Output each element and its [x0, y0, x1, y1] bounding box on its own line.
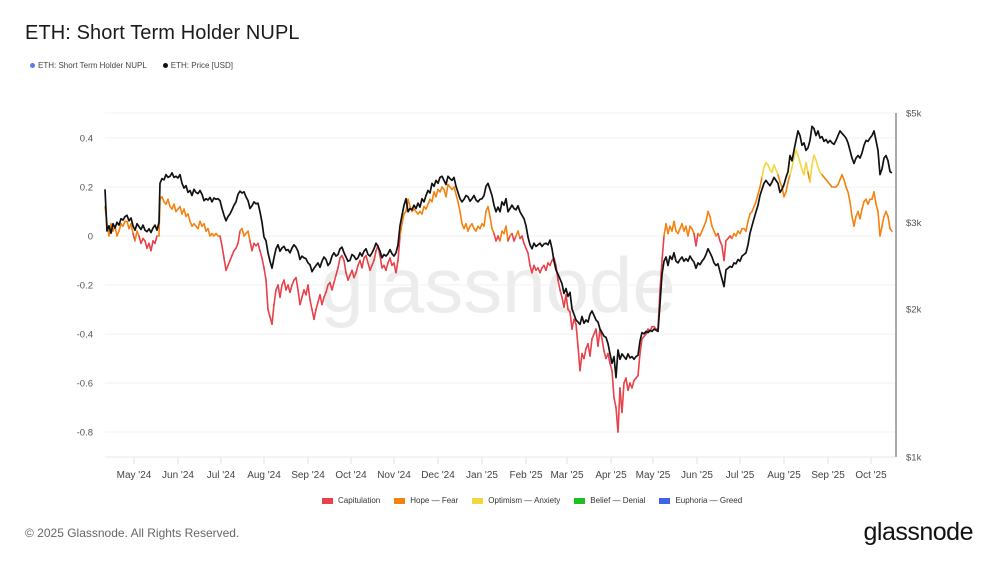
- legend-label-price: ETH: Price [USD]: [170, 61, 234, 70]
- x-axis-tick: Aug '25: [767, 470, 801, 481]
- zone-swatch-icon: [659, 497, 671, 504]
- price-line: [104, 125, 893, 379]
- x-axis-tick: Sep '25: [811, 470, 845, 481]
- left-axis-tick: -0.6: [77, 379, 93, 390]
- chart-title: ETH: Short Term Holder NUPL: [25, 22, 300, 44]
- right-axis-tick: $5k: [906, 109, 922, 120]
- zone-legend-label: Euphoria — Greed: [675, 496, 743, 505]
- zone-legend: Capitulation Hope — Fear Optimism — Anxiet…: [322, 496, 742, 505]
- zone-swatch-icon: [472, 497, 484, 504]
- zone-legend-label: Hope — Fear: [410, 496, 459, 505]
- legend-label-nupl: ETH: Short Term Holder NUPL: [38, 61, 147, 70]
- zone-legend-label: Belief — Denial: [590, 496, 646, 505]
- left-axis-tick: -0.4: [77, 330, 93, 341]
- legend-item-price[interactable]: ETH: Price [USD]: [162, 61, 234, 70]
- zone-legend-label: Optimism — Anxiety: [488, 496, 561, 505]
- zone-legend-item[interactable]: Hope — Fear: [394, 496, 458, 505]
- x-axis-tick: Apr '25: [595, 470, 627, 481]
- zone-swatch-icon: [574, 497, 586, 504]
- zone-swatch-icon: [394, 497, 406, 504]
- nupl-line: [104, 149, 893, 433]
- right-axis-tick: $2k: [906, 304, 922, 315]
- right-axis-tick: $1k: [906, 453, 922, 464]
- x-axis-tick: Jul '25: [726, 470, 755, 481]
- x-axis-tick: May '24: [117, 470, 152, 481]
- left-axis-tick: 0.2: [80, 183, 93, 194]
- x-axis-tick: May '25: [636, 470, 671, 481]
- x-axis-tick: Dec '24: [421, 470, 455, 481]
- x-axis-tick: Oct '25: [855, 470, 887, 481]
- zone-legend-label: Capitulation: [338, 496, 381, 505]
- zone-legend-item[interactable]: Belief — Denial: [574, 496, 645, 505]
- x-axis-tick: Jun '24: [162, 470, 194, 481]
- x-axis-tick: Feb '25: [509, 470, 542, 481]
- left-axis-tick: 0: [88, 232, 93, 243]
- x-axis-tick: Nov '24: [377, 470, 411, 481]
- x-axis-tick: Jul '24: [207, 470, 236, 481]
- x-axis-tick: Jan '25: [466, 470, 498, 481]
- left-axis-tick: -0.8: [77, 428, 93, 439]
- x-axis-tick: Aug '24: [247, 470, 281, 481]
- zone-legend-item[interactable]: Optimism — Anxiety: [472, 496, 560, 505]
- x-axis-tick: Jun '25: [681, 470, 713, 481]
- x-axis-tick: Oct '24: [335, 470, 367, 481]
- right-axis-tick: $3k: [906, 218, 922, 229]
- x-axis-tick: Mar '25: [550, 470, 583, 481]
- left-axis-tick: -0.2: [77, 281, 93, 292]
- legend-item-nupl[interactable]: ETH: Short Term Holder NUPL: [30, 61, 147, 70]
- left-axis-tick: 0.4: [80, 134, 93, 145]
- zone-legend-item[interactable]: Euphoria — Greed: [659, 496, 742, 505]
- nupl-dot-icon: [30, 63, 35, 68]
- price-dot-icon: [162, 63, 168, 68]
- zone-legend-item[interactable]: Capitulation: [322, 496, 380, 505]
- series-legend: ETH: Short Term Holder NUPL ETH: Price […: [30, 61, 233, 70]
- copyright-text: © 2025 Glassnode. All Rights Reserved.: [25, 526, 240, 540]
- zone-swatch-icon: [322, 497, 333, 504]
- glassnode-logo: glassnode: [863, 518, 974, 546]
- x-axis-tick: Sep '24: [291, 470, 325, 481]
